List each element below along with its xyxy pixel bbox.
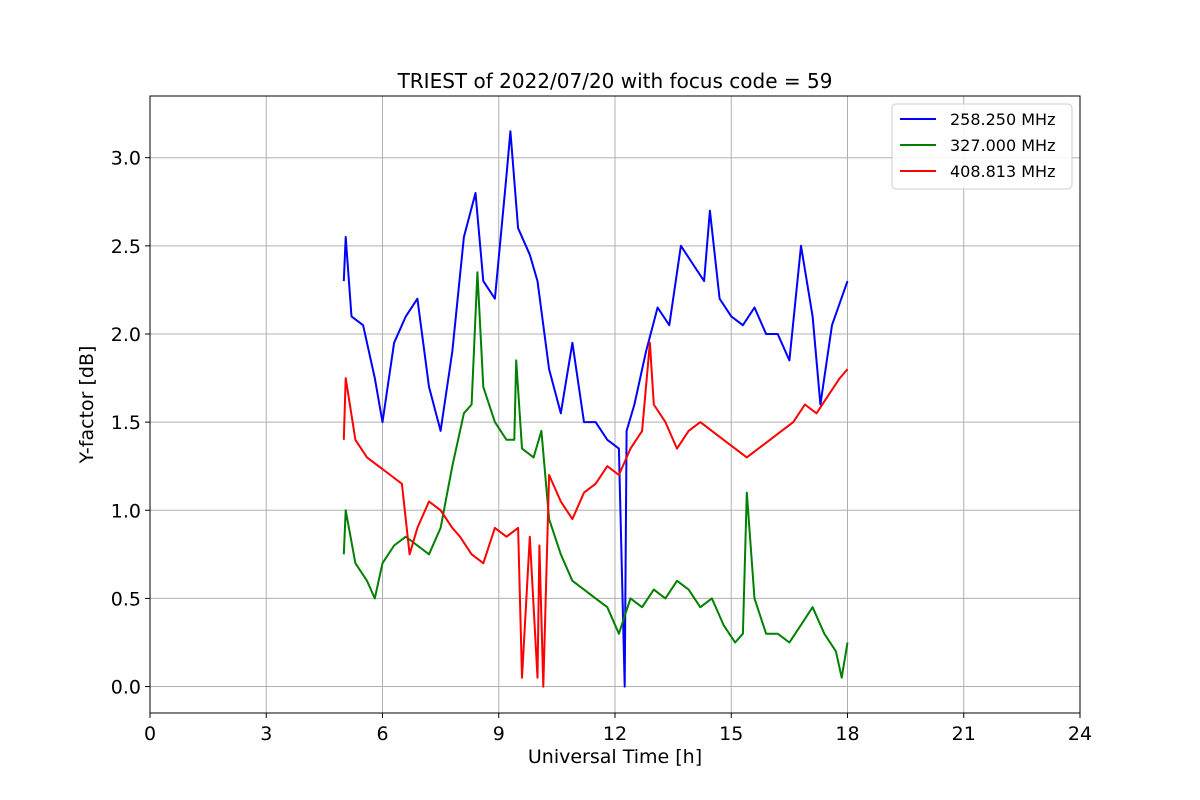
y-tick-label: 3.0 — [111, 148, 141, 170]
y-axis-label: Y-factor [dB] — [76, 346, 98, 465]
ticks: 0 3 6 9 12 15 18 21 24 0.0 0.5 1.0 1.5 2.0 2.5 3.0 — [111, 148, 1092, 745]
y-tick-label: 1.5 — [111, 412, 141, 434]
series-line-1 — [342, 130, 849, 688]
legend-box — [891, 103, 1073, 190]
x-tick-label: 21 — [952, 723, 976, 745]
y-tick-label: 2.5 — [111, 236, 141, 258]
x-tick-label: 3 — [260, 723, 272, 745]
legend-label: 327.000 MHz — [950, 136, 1055, 155]
x-tick-label: 24 — [1068, 723, 1092, 745]
legend: 258.250 MHz 327.000 MHz 408.813 MHz — [891, 103, 1073, 190]
x-tick-label: 6 — [376, 723, 388, 745]
series-line-3 — [342, 341, 849, 688]
x-tick-label: 15 — [719, 723, 743, 745]
series-layer — [342, 130, 849, 688]
legend-label: 408.813 MHz — [950, 162, 1055, 181]
chart-title: TRIEST of 2022/07/20 with focus code = 5… — [397, 69, 833, 93]
y-tick-label: 1.0 — [111, 500, 141, 522]
x-tick-label: 9 — [493, 723, 505, 745]
series-line-2 — [342, 271, 849, 679]
x-axis-label: Universal Time [h] — [528, 746, 702, 768]
x-tick-label: 12 — [603, 723, 627, 745]
x-tick-label: 18 — [835, 723, 859, 745]
y-tick-label: 0.5 — [111, 588, 141, 610]
legend-label: 258.250 MHz — [950, 110, 1055, 129]
y-tick-label: 2.0 — [111, 324, 141, 346]
y-tick-label: 0.0 — [111, 677, 141, 699]
x-tick-label: 0 — [144, 723, 156, 745]
